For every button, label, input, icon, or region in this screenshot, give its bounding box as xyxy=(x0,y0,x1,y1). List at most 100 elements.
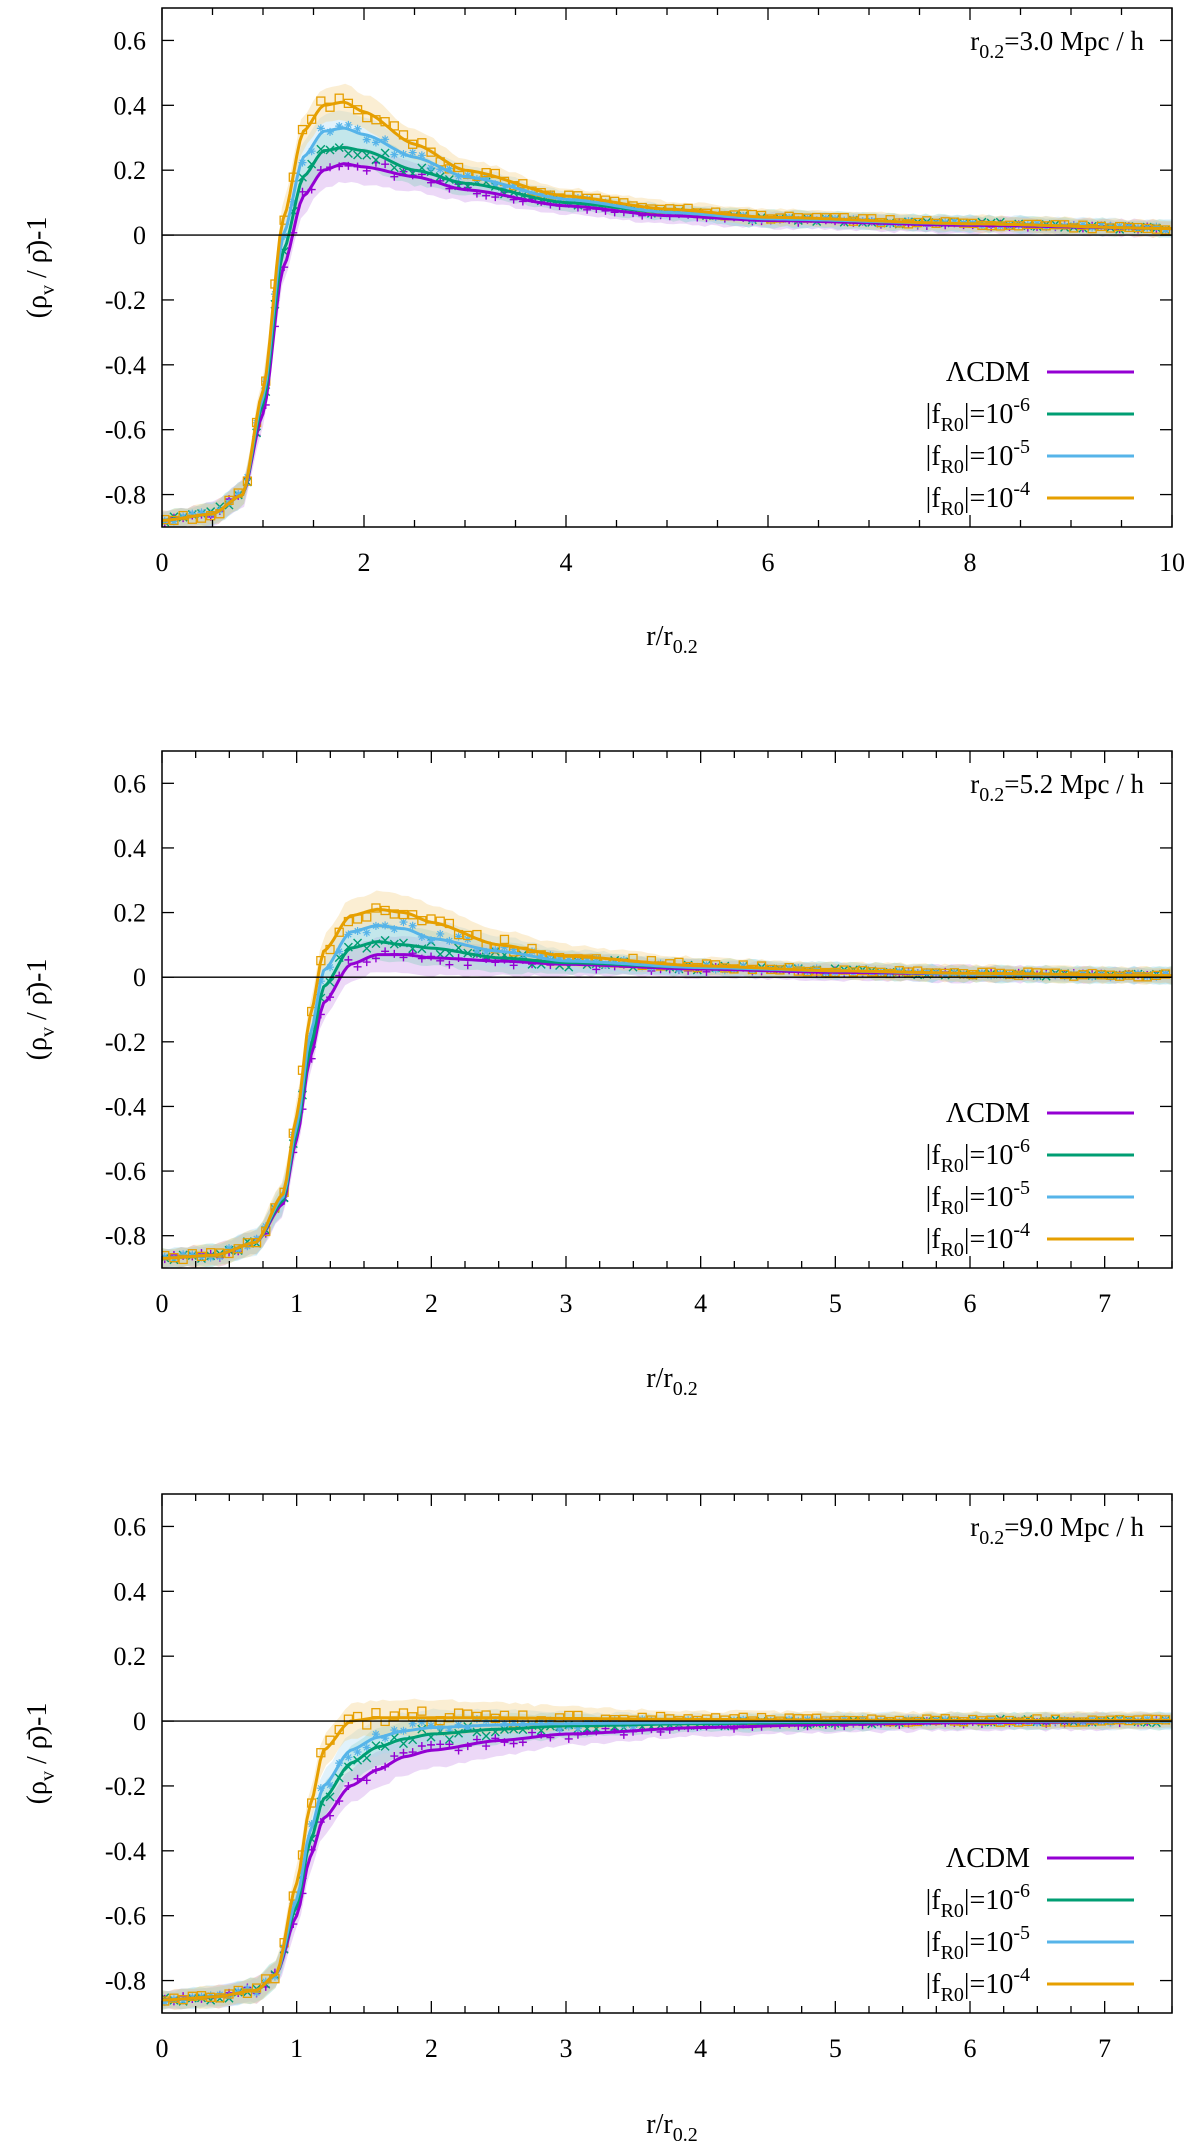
data-point-lcdm xyxy=(353,962,362,971)
data-point-f5 xyxy=(573,1724,582,1733)
x-tick-label: 7 xyxy=(1098,1289,1111,1318)
annotation-sub: 0.2 xyxy=(979,1527,1004,1549)
legend-text-mid: |=10 xyxy=(964,1885,1013,1916)
legend-text-pre: |f xyxy=(926,441,942,472)
annotation-pre: r xyxy=(970,1512,979,1542)
data-point-lcdm xyxy=(592,965,601,974)
x-tick-label: 0 xyxy=(156,548,169,577)
data-point-f5 xyxy=(234,1987,243,1996)
y-tick-label: 0.2 xyxy=(114,1642,147,1671)
legend: ΛCDM|fR0|=10-6|fR0|=10-5|fR0|=10-4 xyxy=(926,1843,1134,2006)
legend-text-pre: |f xyxy=(926,1885,942,1916)
data-point-f5 xyxy=(162,1998,169,2007)
data-point-f5 xyxy=(564,955,573,964)
data-point-f5 xyxy=(270,1972,279,1981)
x-tick-label: 8 xyxy=(964,548,977,577)
legend-text-pre: ΛCDM xyxy=(946,1098,1030,1129)
data-point-f4 xyxy=(178,1254,188,1265)
x-tick-label: 2 xyxy=(358,548,371,577)
legend-text-mid: |=10 xyxy=(964,1969,1013,2000)
data-point-f5 xyxy=(482,947,491,956)
data-point-f5 xyxy=(225,1244,234,1253)
x-axis-title-main: r/r xyxy=(646,1363,673,1394)
data-point-lcdm xyxy=(298,187,307,196)
series-line-f4 xyxy=(162,907,1172,1260)
data-point-lcdm xyxy=(463,961,472,970)
annotation-pre: r xyxy=(970,26,979,56)
legend-label-f4: |fR0|=10-4 xyxy=(926,1219,1030,1261)
data-point-f5 xyxy=(179,1996,188,2005)
y-tick-label: -0.2 xyxy=(105,1772,146,1801)
y-tick-label: 0.6 xyxy=(114,769,147,798)
legend-text-sup: -4 xyxy=(1013,1219,1030,1241)
data-point-f5 xyxy=(794,963,803,972)
data-point-f5 xyxy=(1106,221,1115,230)
y-axis-title-sub: v xyxy=(37,285,59,295)
data-point-f4 xyxy=(371,903,381,913)
data-point-f5 xyxy=(371,138,380,147)
x-axis-title-main: r/r xyxy=(646,2109,673,2140)
data-point-f4 xyxy=(417,1706,427,1716)
data-point-f4 xyxy=(187,1991,197,2001)
legend-text-sup: -6 xyxy=(1013,1135,1030,1157)
data-point-f5 xyxy=(583,954,592,963)
data-point-f6 xyxy=(343,942,353,952)
data-point-f5 xyxy=(390,1726,399,1735)
legend-label-lcdm: ΛCDM xyxy=(946,357,1030,388)
data-point-f5 xyxy=(381,135,390,144)
data-point-f5 xyxy=(197,508,206,517)
legend-text-sup: -6 xyxy=(1013,394,1030,416)
y-tick-label: -0.4 xyxy=(105,1092,146,1121)
y-tick-label: 0 xyxy=(133,963,146,992)
data-point-f5 xyxy=(555,1724,564,1733)
data-point-f5 xyxy=(812,964,821,973)
legend-text-sup: -4 xyxy=(1013,1964,1030,1986)
data-point-f6 xyxy=(481,1731,491,1741)
data-point-f5 xyxy=(408,148,417,157)
data-point-f5 xyxy=(326,1781,335,1790)
annotation-post: =9.0 Mpc / h xyxy=(1004,1512,1144,1542)
data-point-f4 xyxy=(426,147,436,157)
data-point-f5 xyxy=(169,517,178,526)
data-point-f5 xyxy=(1088,972,1097,981)
plot-area xyxy=(162,890,1172,1268)
y-tick-label: -0.2 xyxy=(105,1028,146,1057)
data-point-f5 xyxy=(344,120,353,129)
data-point-f5 xyxy=(1134,969,1143,978)
x-tick-label: 5 xyxy=(829,1289,842,1318)
model-lines xyxy=(162,907,1172,1260)
data-point-f5 xyxy=(1152,222,1161,231)
y-tick-label: -0.6 xyxy=(105,1157,146,1186)
y-tick-label: -0.8 xyxy=(105,481,146,510)
legend-label-lcdm: ΛCDM xyxy=(946,1098,1030,1129)
legend-text-mid: |=10 xyxy=(964,483,1013,514)
y-axis-title-main: (ρ xyxy=(22,1037,53,1060)
x-tick-label: 4 xyxy=(694,2034,707,2063)
data-point-f5 xyxy=(1078,220,1087,229)
data-point-f5 xyxy=(537,951,546,960)
data-point-f5 xyxy=(408,1719,417,1728)
data-point-lcdm xyxy=(344,955,353,964)
data-point-f5 xyxy=(362,135,371,144)
data-point-f4 xyxy=(389,121,399,131)
data-point-lcdm xyxy=(417,1742,426,1750)
legend-text-sup: -6 xyxy=(1013,1880,1030,1902)
legend-label-f6: |fR0|=10-6 xyxy=(926,1135,1030,1177)
data-point-f6 xyxy=(371,155,381,165)
y-tick-label: 0.6 xyxy=(114,1512,147,1541)
data-point-f5 xyxy=(408,921,417,930)
legend: ΛCDM|fR0|=10-6|fR0|=10-5|fR0|=10-4 xyxy=(926,357,1134,520)
y-axis-title: (ρv / ρ̄)-1 xyxy=(22,217,59,319)
y-tick-label: -0.8 xyxy=(105,1967,146,1996)
y-tick-label: -0.6 xyxy=(105,416,146,445)
data-point-f5 xyxy=(445,1726,454,1735)
legend-text-mid: |=10 xyxy=(964,399,1013,430)
y-axis-title-main: (ρ xyxy=(22,295,53,318)
x-axis-title-sub: 0.2 xyxy=(673,2124,698,2146)
y-axis-title-rest: / ρ̄)-1 xyxy=(22,217,53,285)
error-bands xyxy=(162,83,1172,527)
data-point-f5 xyxy=(491,180,500,189)
data-point-f5 xyxy=(1161,970,1170,978)
data-point-f5 xyxy=(344,1753,353,1762)
data-point-f5 xyxy=(555,953,564,962)
